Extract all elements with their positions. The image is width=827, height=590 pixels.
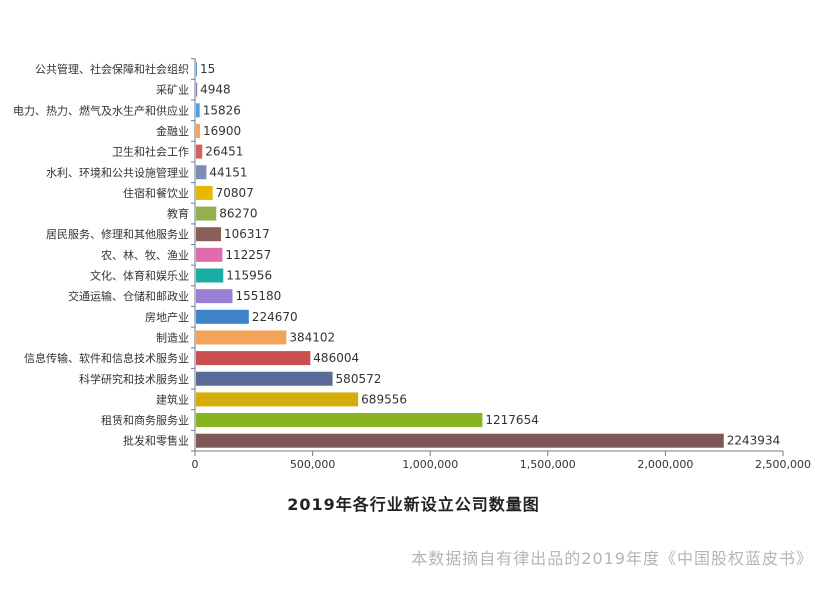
- bar: [196, 268, 224, 283]
- category-label: 住宿和餐饮业: [123, 186, 189, 200]
- category-label: 采矿业: [156, 84, 189, 97]
- data-label: 689556: [361, 392, 407, 406]
- data-label: 106317: [224, 227, 270, 241]
- category-label: 金融业: [156, 124, 189, 138]
- bar: [196, 330, 287, 345]
- bar: [196, 371, 333, 386]
- bar: [196, 82, 198, 97]
- data-label: 486004: [313, 351, 359, 365]
- category-label: 批发和零售业: [123, 434, 189, 448]
- data-label: 86270: [219, 207, 257, 221]
- data-label: 1217654: [485, 413, 538, 427]
- data-label: 115956: [226, 269, 272, 283]
- bar: [196, 247, 223, 262]
- x-tick-label: 2,500,000: [755, 458, 811, 470]
- x-tick-label: 1,500,000: [520, 458, 576, 470]
- data-label: 44151: [209, 165, 247, 179]
- bar: [196, 392, 359, 407]
- bar: [196, 123, 200, 138]
- bar: [196, 62, 197, 76]
- bar: [196, 144, 203, 159]
- bar: [196, 413, 483, 428]
- category-label: 卫生和社会工作: [112, 145, 189, 159]
- x-tick-label: 1,000,000: [402, 458, 458, 470]
- category-label: 房地产业: [145, 310, 189, 324]
- bar: [196, 206, 217, 221]
- bar: [196, 433, 724, 448]
- data-label: 4948: [200, 83, 231, 97]
- bar: [196, 289, 233, 304]
- bar: [196, 309, 249, 324]
- bar: [196, 103, 200, 118]
- data-label: 16900: [203, 124, 241, 138]
- data-label: 155180: [235, 289, 281, 303]
- bar: [196, 227, 222, 242]
- category-label: 交通运输、仓储和邮政业: [68, 289, 189, 303]
- category-label: 文化、体育和娱乐业: [90, 269, 189, 283]
- category-label: 建筑业: [156, 392, 189, 406]
- data-label: 26451: [205, 145, 243, 159]
- data-label: 15: [200, 62, 215, 76]
- data-label: 384102: [289, 330, 335, 344]
- bar: [196, 185, 213, 200]
- category-label: 公共管理、社会保障和社会组织: [35, 62, 189, 76]
- category-label: 制造业: [156, 330, 189, 344]
- data-label: 224670: [252, 310, 298, 324]
- category-label: 教育: [167, 207, 189, 221]
- bar: [196, 165, 207, 180]
- bar-chart: 公共管理、社会保障和社会组织 15 采矿业 4948 电力、热力、燃气及水生产和供应业 1…: [13, 58, 811, 470]
- category-label: 农、林、牧、渔业: [101, 248, 189, 262]
- data-label: 15826: [203, 103, 241, 117]
- data-label: 2243934: [727, 434, 780, 448]
- data-label: 112257: [225, 248, 271, 262]
- data-label: 70807: [216, 186, 254, 200]
- chart-title: 2019年各行业新设立公司数量图: [287, 495, 540, 514]
- category-label: 租赁和商务服务业: [101, 413, 189, 427]
- data-label: 580572: [336, 372, 382, 386]
- category-label: 电力、热力、燃气及水生产和供应业: [13, 103, 189, 117]
- category-label: 居民服务、修理和其他服务业: [46, 227, 189, 241]
- x-tick-label: 500,000: [290, 458, 336, 470]
- x-tick-label: 2,000,000: [637, 458, 693, 470]
- category-label: 信息传输、软件和信息技术服务业: [24, 351, 189, 365]
- category-label: 水利、环境和公共设施管理业: [46, 165, 189, 179]
- bar: [196, 351, 311, 366]
- source-note: 本数据摘自有律出品的2019年度《中国股权蓝皮书》: [411, 549, 813, 568]
- category-label: 科学研究和技术服务业: [79, 372, 189, 386]
- x-tick-label: 0: [192, 458, 199, 470]
